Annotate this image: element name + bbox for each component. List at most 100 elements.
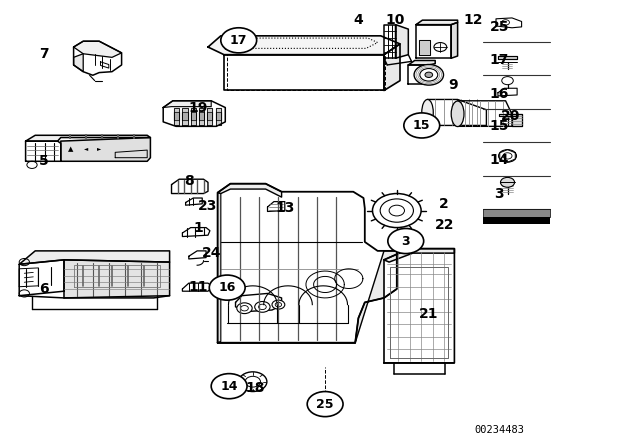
Polygon shape [416,20,458,25]
Text: 8: 8 [184,174,194,189]
Polygon shape [207,108,212,125]
Text: 22: 22 [435,218,454,232]
Polygon shape [408,60,435,65]
Text: 6: 6 [38,282,49,296]
Text: 23: 23 [198,199,218,213]
Polygon shape [174,112,179,120]
Text: 5: 5 [38,154,49,168]
Polygon shape [384,25,396,58]
Polygon shape [499,114,516,116]
Text: 4: 4 [353,13,364,27]
Polygon shape [182,112,188,120]
Text: 16: 16 [218,281,236,294]
Polygon shape [208,36,400,55]
Text: 17: 17 [230,34,248,47]
Polygon shape [384,44,400,90]
Text: 21: 21 [419,306,438,321]
Polygon shape [191,112,196,120]
Bar [483,209,550,217]
Polygon shape [74,54,83,72]
Circle shape [414,65,444,85]
Polygon shape [216,112,221,120]
Text: 9: 9 [448,78,458,92]
Text: 1: 1 [193,221,204,236]
Polygon shape [172,179,208,194]
Polygon shape [182,108,188,125]
Polygon shape [61,138,150,161]
Polygon shape [458,101,512,126]
Polygon shape [384,249,454,363]
Polygon shape [163,101,211,108]
Text: 25: 25 [316,397,334,411]
Polygon shape [199,108,204,125]
Polygon shape [384,249,454,262]
Polygon shape [498,56,517,59]
Text: 10: 10 [386,13,405,27]
Polygon shape [174,108,179,125]
Circle shape [425,72,433,78]
Circle shape [255,302,270,312]
Ellipse shape [422,99,433,125]
Text: 16: 16 [490,87,509,101]
Polygon shape [26,135,150,141]
Circle shape [502,77,513,85]
Circle shape [209,275,245,300]
Bar [483,217,550,224]
Circle shape [221,28,257,53]
Text: 11: 11 [189,280,208,294]
Text: 00234483: 00234483 [474,425,524,435]
Text: 24: 24 [202,246,221,260]
Text: 3: 3 [494,187,504,201]
Polygon shape [498,88,517,96]
Text: ►: ► [97,146,101,151]
Polygon shape [218,184,397,343]
Circle shape [272,300,285,309]
Text: 20: 20 [501,109,520,124]
Circle shape [307,392,343,417]
Polygon shape [355,251,397,343]
Polygon shape [182,228,210,237]
Text: 3: 3 [401,234,410,248]
Polygon shape [408,65,429,84]
Polygon shape [218,193,221,343]
Polygon shape [512,114,522,126]
Circle shape [239,372,267,392]
Text: ▲: ▲ [68,146,73,152]
Polygon shape [163,101,225,126]
Polygon shape [191,108,196,125]
Polygon shape [74,41,122,57]
Polygon shape [224,55,384,90]
Text: 17: 17 [490,53,509,68]
Polygon shape [396,25,408,58]
Polygon shape [216,108,221,125]
Circle shape [372,194,421,228]
Polygon shape [19,260,64,296]
Text: ◄: ◄ [84,146,88,151]
Text: 13: 13 [275,201,294,215]
Ellipse shape [451,101,464,127]
Polygon shape [207,112,212,120]
Circle shape [388,228,424,254]
Polygon shape [451,22,458,58]
Circle shape [499,150,516,162]
Circle shape [211,374,247,399]
Circle shape [237,303,252,314]
Polygon shape [186,198,202,205]
Text: 14: 14 [220,379,238,393]
Text: 15: 15 [413,119,431,132]
Text: 18: 18 [245,381,264,396]
Polygon shape [236,293,282,311]
Polygon shape [189,251,206,259]
Polygon shape [64,260,170,298]
Polygon shape [26,141,61,161]
Circle shape [404,113,440,138]
Polygon shape [496,18,522,28]
Polygon shape [74,41,122,75]
Polygon shape [199,112,204,120]
Text: 12: 12 [464,13,483,27]
Text: 15: 15 [490,119,509,134]
Text: 14: 14 [490,153,509,167]
Polygon shape [182,283,212,291]
Text: 2: 2 [439,197,449,211]
Polygon shape [416,25,451,58]
